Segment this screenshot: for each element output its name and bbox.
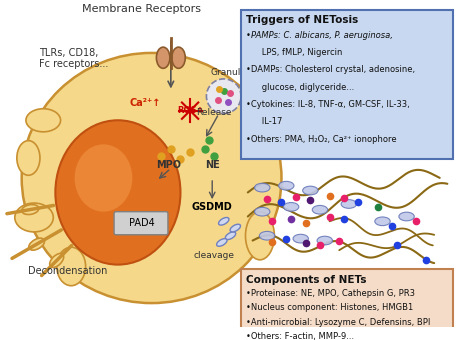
Text: PAD4: PAD4	[129, 218, 155, 228]
Ellipse shape	[255, 207, 270, 216]
Text: Decondensation: Decondensation	[28, 266, 108, 276]
Ellipse shape	[230, 224, 240, 232]
Text: •Nucleus component: Histones, HMGB1: •Nucleus component: Histones, HMGB1	[246, 303, 413, 312]
Ellipse shape	[57, 247, 86, 286]
Circle shape	[207, 79, 241, 114]
Ellipse shape	[312, 205, 328, 214]
Text: IL-17: IL-17	[246, 117, 282, 126]
Ellipse shape	[26, 109, 61, 132]
Text: •Anti-microbial: Lysozyme C, Defensins, BPI: •Anti-microbial: Lysozyme C, Defensins, …	[246, 318, 430, 326]
Ellipse shape	[375, 217, 390, 226]
Ellipse shape	[293, 234, 309, 243]
Ellipse shape	[22, 205, 39, 215]
Text: ROS↑: ROS↑	[177, 106, 203, 115]
Text: •Others: F-actin, MMP-9...: •Others: F-actin, MMP-9...	[246, 332, 354, 340]
Ellipse shape	[15, 203, 53, 232]
Text: MPO: MPO	[156, 160, 182, 170]
Ellipse shape	[399, 212, 414, 221]
FancyBboxPatch shape	[241, 269, 453, 340]
Text: •Proteinase: NE, MPO, Cathepsin G, PR3: •Proteinase: NE, MPO, Cathepsin G, PR3	[246, 289, 415, 298]
FancyBboxPatch shape	[241, 10, 453, 159]
Ellipse shape	[246, 212, 274, 260]
Ellipse shape	[22, 53, 282, 303]
Ellipse shape	[172, 47, 185, 68]
Text: GSDMD: GSDMD	[192, 202, 233, 212]
Ellipse shape	[217, 239, 227, 246]
Ellipse shape	[219, 218, 229, 225]
Text: Components of NETs: Components of NETs	[246, 275, 366, 285]
Text: TLRs, CD18,: TLRs, CD18,	[39, 48, 99, 58]
Text: glucose, diglyceride...: glucose, diglyceride...	[246, 83, 354, 92]
Text: Membrane Receptors: Membrane Receptors	[82, 3, 201, 14]
Ellipse shape	[341, 200, 356, 208]
Text: Granule: Granule	[210, 68, 246, 77]
Ellipse shape	[29, 238, 45, 250]
Ellipse shape	[255, 183, 270, 192]
Ellipse shape	[50, 254, 64, 268]
FancyBboxPatch shape	[114, 212, 168, 235]
Ellipse shape	[279, 181, 294, 190]
Ellipse shape	[283, 203, 299, 211]
Ellipse shape	[55, 120, 181, 265]
Text: Triggers of NETosis: Triggers of NETosis	[246, 15, 358, 26]
Text: cleavage: cleavage	[194, 251, 235, 260]
Ellipse shape	[156, 47, 170, 68]
Text: •DAMPs: Cholesterol crystal, adenosine,: •DAMPs: Cholesterol crystal, adenosine,	[246, 65, 415, 74]
Ellipse shape	[225, 232, 236, 240]
Text: Ca²⁺↑: Ca²⁺↑	[129, 98, 161, 108]
Text: •PAMPs: C. albicans, P. aeruginosa,: •PAMPs: C. albicans, P. aeruginosa,	[246, 31, 393, 40]
Ellipse shape	[17, 141, 40, 175]
Text: •Cytokines: IL-8, TNF-α, GM-CSF, IL-33,: •Cytokines: IL-8, TNF-α, GM-CSF, IL-33,	[246, 100, 410, 109]
Text: Release: Release	[196, 108, 232, 117]
Ellipse shape	[317, 236, 332, 245]
Text: •Others: PMA, H₂O₂, Ca²⁺ ionophore: •Others: PMA, H₂O₂, Ca²⁺ ionophore	[246, 135, 397, 144]
Ellipse shape	[303, 186, 318, 195]
Text: LPS, fMLP, Nigercin: LPS, fMLP, Nigercin	[246, 48, 342, 57]
Text: NE: NE	[205, 160, 219, 170]
Text: Fc receptors...: Fc receptors...	[39, 59, 109, 69]
Ellipse shape	[259, 232, 275, 240]
Ellipse shape	[74, 144, 132, 212]
